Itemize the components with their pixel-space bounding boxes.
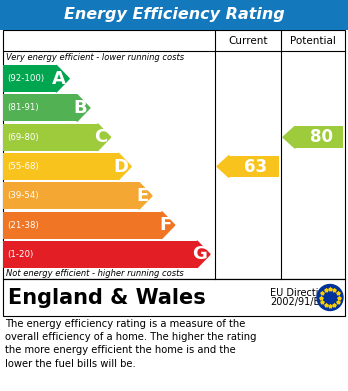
- Text: (81-91): (81-91): [7, 104, 39, 113]
- Polygon shape: [139, 182, 152, 209]
- Text: B: B: [73, 99, 87, 117]
- Text: EU Directive: EU Directive: [270, 287, 330, 298]
- Bar: [3, 153, 118, 180]
- Bar: [3, 279, 345, 316]
- Polygon shape: [217, 156, 229, 178]
- Bar: [229, 156, 279, 178]
- Bar: [3, 95, 77, 121]
- Bar: [295, 126, 343, 148]
- Polygon shape: [197, 241, 210, 268]
- Bar: [3, 65, 56, 92]
- Text: E: E: [137, 187, 149, 205]
- Text: G: G: [192, 246, 207, 264]
- Text: (39-54): (39-54): [7, 191, 39, 200]
- Bar: [0, 0, 348, 30]
- Text: (92-100): (92-100): [7, 74, 44, 83]
- Bar: [3, 182, 139, 209]
- Polygon shape: [162, 212, 175, 239]
- Text: (21-38): (21-38): [7, 221, 39, 230]
- Polygon shape: [98, 124, 111, 151]
- Text: 63: 63: [245, 158, 268, 176]
- Text: Potential: Potential: [290, 36, 336, 45]
- Circle shape: [317, 285, 343, 310]
- Text: (55-68): (55-68): [7, 162, 39, 171]
- Text: Current: Current: [228, 36, 268, 45]
- Text: Energy Efficiency Rating: Energy Efficiency Rating: [64, 7, 284, 23]
- Text: England & Wales: England & Wales: [8, 287, 206, 307]
- Text: Not energy efficient - higher running costs: Not energy efficient - higher running co…: [6, 269, 184, 278]
- Polygon shape: [77, 95, 90, 121]
- Polygon shape: [283, 126, 295, 148]
- Bar: [3, 124, 98, 151]
- Bar: [3, 212, 162, 239]
- Polygon shape: [118, 153, 131, 180]
- Text: (1-20): (1-20): [7, 250, 33, 259]
- Text: F: F: [160, 216, 172, 234]
- Text: C: C: [94, 128, 108, 146]
- Text: 80: 80: [309, 128, 333, 146]
- Bar: [3, 241, 197, 268]
- Bar: [3, 30, 345, 279]
- Text: A: A: [52, 70, 66, 88]
- Text: D: D: [113, 158, 128, 176]
- Text: Very energy efficient - lower running costs: Very energy efficient - lower running co…: [6, 53, 184, 62]
- Text: The energy efficiency rating is a measure of the
overall efficiency of a home. T: The energy efficiency rating is a measur…: [5, 319, 256, 369]
- Text: (69-80): (69-80): [7, 133, 39, 142]
- Polygon shape: [56, 65, 69, 92]
- Text: 2002/91/EC: 2002/91/EC: [270, 298, 326, 307]
